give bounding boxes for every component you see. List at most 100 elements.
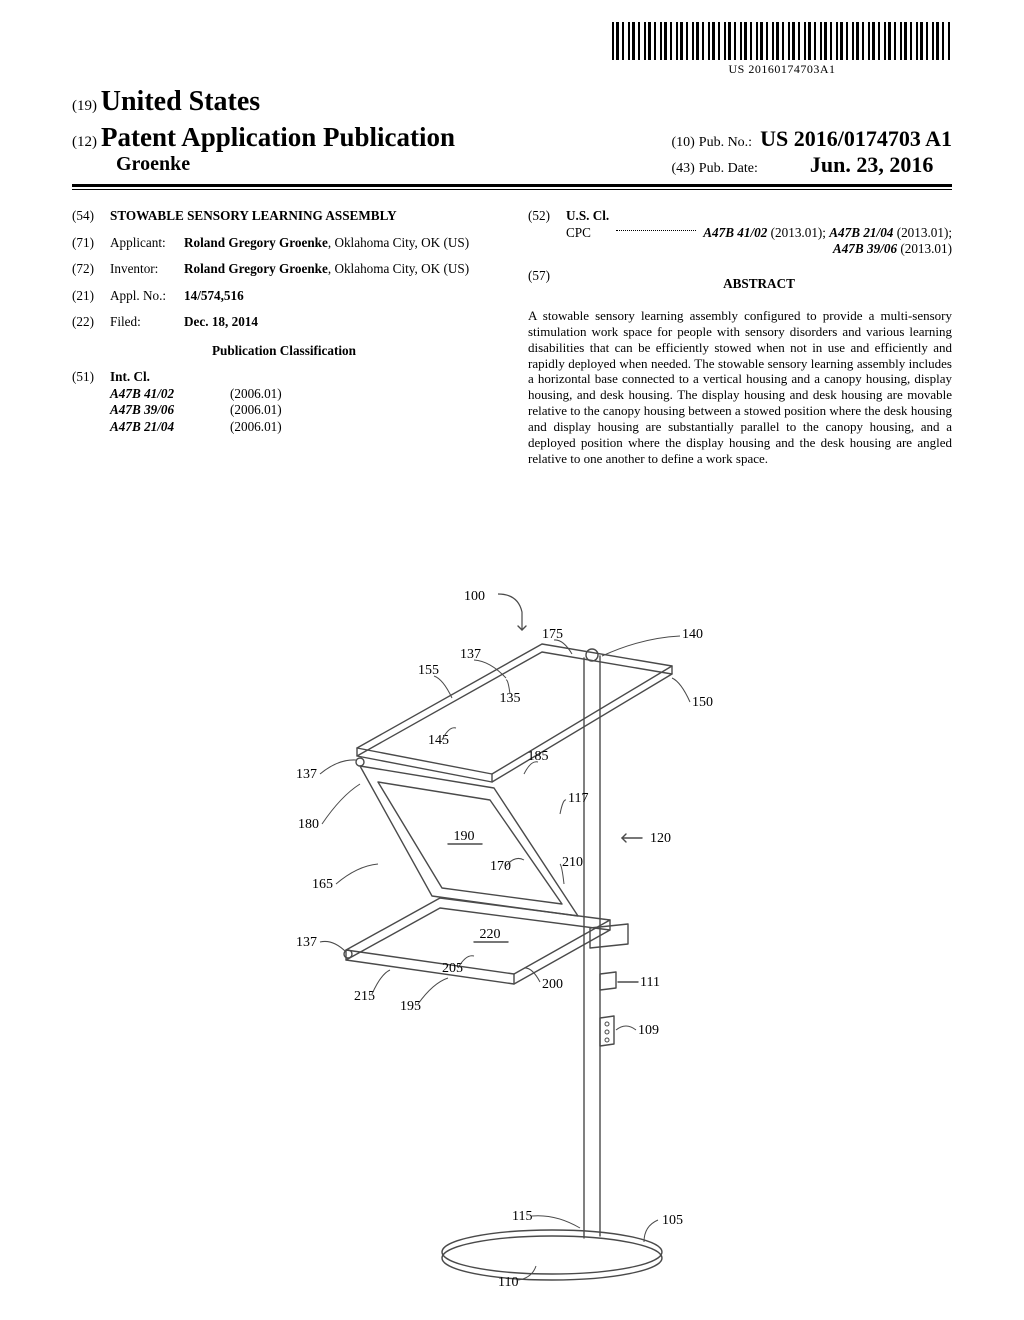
intcl-row: A47B 41/02(2006.01) <box>110 386 496 403</box>
label-filed: Filed: <box>110 314 184 331</box>
intcl-row: A47B 39/06(2006.01) <box>110 402 496 419</box>
label-applicant: Applicant: <box>110 235 184 252</box>
abstract-header: ABSTRACT <box>566 276 952 293</box>
svg-text:145: 145 <box>428 733 449 748</box>
barcode-region: US 20160174703A1 <box>612 22 952 77</box>
label-inventor: Inventor: <box>110 261 184 278</box>
intcl-code: A47B 39/06 <box>110 402 230 419</box>
inventor-loc: , Oklahoma City, OK (US) <box>328 261 469 276</box>
svg-text:120: 120 <box>650 831 671 846</box>
code-22: (22) <box>72 314 110 331</box>
field-21-applno: (21) Appl. No.: 14/574,516 <box>72 288 496 305</box>
cpc-line: CPC A47B 41/02 (2013.01); A47B 21/04 (20… <box>566 225 952 258</box>
code-71: (71) <box>72 235 110 252</box>
svg-text:137: 137 <box>296 767 317 782</box>
invention-title: STOWABLE SENSORY LEARNING ASSEMBLY <box>110 208 496 225</box>
dotted-leader <box>616 230 696 231</box>
intcl-code: A47B 41/02 <box>110 386 230 403</box>
application-number: 14/574,516 <box>184 288 244 303</box>
intcl-row: A47B 21/04(2006.01) <box>110 419 496 436</box>
country-name: United States <box>101 86 260 117</box>
svg-text:210: 210 <box>562 855 583 870</box>
field-51-intcl: (51) Int. Cl. A47B 41/02(2006.01)A47B 39… <box>72 369 496 435</box>
code-54: (54) <box>72 208 110 225</box>
code-19: (19) <box>72 98 97 114</box>
svg-text:137: 137 <box>296 935 317 950</box>
inventor-body: Roland Gregory Groenke, Oklahoma City, O… <box>184 261 496 278</box>
cpc-items: A47B 41/02 (2013.01); A47B 21/04 (2013.0… <box>703 225 952 257</box>
cpc-code: A47B 41/02 <box>703 225 767 240</box>
svg-text:109: 109 <box>638 1023 659 1038</box>
cpc-version: (2013.01); <box>767 225 829 240</box>
cpc-version: (2013.01); <box>893 225 952 240</box>
left-column: (54) STOWABLE SENSORY LEARNING ASSEMBLY … <box>72 208 496 467</box>
publication-type: Patent Application Publication <box>101 122 455 152</box>
code-21: (21) <box>72 288 110 305</box>
header-pub-left: (12) Patent Application Publication Groe… <box>72 122 455 176</box>
field-57-abstract: (57) ABSTRACT <box>528 268 952 299</box>
barcode-graphic <box>612 22 952 60</box>
svg-text:180: 180 <box>298 817 319 832</box>
code-51: (51) <box>72 369 110 435</box>
cpc-code: A47B 39/06 <box>833 241 897 256</box>
barcode-text: US 20160174703A1 <box>612 62 952 77</box>
svg-text:150: 150 <box>692 695 713 710</box>
intcl-rows: A47B 41/02(2006.01)A47B 39/06(2006.01)A4… <box>110 386 496 436</box>
intcl-version: (2006.01) <box>230 402 282 419</box>
svg-text:205: 205 <box>442 961 463 976</box>
code-52: (52) <box>528 208 566 258</box>
intcl-version: (2006.01) <box>230 386 282 403</box>
code-43: (43) <box>671 161 694 176</box>
svg-text:137: 137 <box>460 647 481 662</box>
publication-number: US 2016/0174703 A1 <box>760 126 952 151</box>
field-54-title: (54) STOWABLE SENSORY LEARNING ASSEMBLY <box>72 208 496 225</box>
filing-date: Dec. 18, 2014 <box>184 314 258 329</box>
cpc-code: A47B 21/04 <box>829 225 893 240</box>
svg-text:115: 115 <box>512 1209 532 1224</box>
pubno-label: Pub. No.: <box>699 135 752 150</box>
label-applno: Appl. No.: <box>110 288 184 305</box>
bibliographic-columns: (54) STOWABLE SENSORY LEARNING ASSEMBLY … <box>72 208 952 467</box>
svg-text:190: 190 <box>454 829 475 844</box>
applicant-loc: , Oklahoma City, OK (US) <box>328 235 469 250</box>
field-71-applicant: (71) Applicant: Roland Gregory Groenke, … <box>72 235 496 252</box>
svg-text:111: 111 <box>640 975 660 990</box>
applicant-body: Roland Gregory Groenke, Oklahoma City, O… <box>184 235 496 252</box>
document-header: (19) United States (12) Patent Applicati… <box>72 86 952 190</box>
label-uscl: U.S. Cl. <box>566 208 609 223</box>
code-72: (72) <box>72 261 110 278</box>
field-52-uscl: (52) U.S. Cl. CPC A47B 41/02 (2013.01); … <box>528 208 952 258</box>
classification-header: Publication Classification <box>72 343 496 360</box>
code-57: (57) <box>528 268 566 299</box>
cpc-version: (2013.01) <box>897 241 952 256</box>
applicant-name: Roland Gregory Groenke <box>184 235 328 250</box>
code-12: (12) <box>72 134 97 150</box>
header-country-line: (19) United States <box>72 86 952 118</box>
field-22-filed: (22) Filed: Dec. 18, 2014 <box>72 314 496 331</box>
svg-text:140: 140 <box>682 627 703 642</box>
pubdate-label: Pub. Date: <box>699 161 758 176</box>
field-72-inventor: (72) Inventor: Roland Gregory Groenke, O… <box>72 261 496 278</box>
inventor-name: Roland Gregory Groenke <box>184 261 328 276</box>
abstract-text: A stowable sensory learning assembly con… <box>528 308 952 467</box>
svg-text:195: 195 <box>400 999 421 1014</box>
svg-text:215: 215 <box>354 989 375 1004</box>
svg-text:117: 117 <box>568 791 588 806</box>
header-pub-line: (12) Patent Application Publication Groe… <box>72 122 952 178</box>
inventor-header-surname: Groenke <box>116 153 455 176</box>
header-rule-thick <box>72 184 952 187</box>
right-column: (52) U.S. Cl. CPC A47B 41/02 (2013.01); … <box>528 208 952 467</box>
patent-figure-svg: 1001751401371551501351451851371171201801… <box>242 568 782 1288</box>
publication-date: Jun. 23, 2016 <box>810 152 933 177</box>
svg-text:200: 200 <box>542 977 563 992</box>
svg-text:155: 155 <box>418 663 439 678</box>
figure-area: 1001751401371551501351451851371171201801… <box>0 568 1024 1288</box>
cpc-prefix: CPC <box>566 225 591 242</box>
intcl-code: A47B 21/04 <box>110 419 230 436</box>
intcl-version: (2006.01) <box>230 419 282 436</box>
code-10: (10) <box>671 135 694 150</box>
svg-text:220: 220 <box>480 927 501 942</box>
svg-text:170: 170 <box>490 859 511 874</box>
header-pub-right: (10) Pub. No.: US 2016/0174703 A1 (43) P… <box>671 126 952 178</box>
svg-text:100: 100 <box>464 589 485 604</box>
